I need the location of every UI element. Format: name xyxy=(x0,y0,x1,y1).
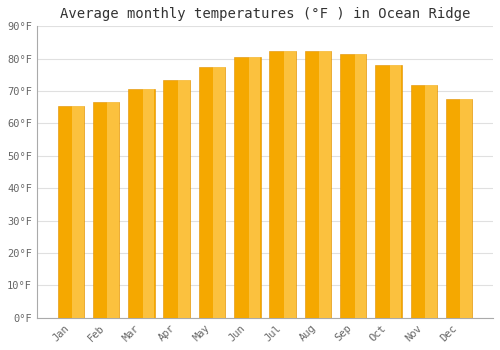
Bar xyxy=(390,65,402,318)
Title: Average monthly temperatures (°F ) in Ocean Ridge: Average monthly temperatures (°F ) in Oc… xyxy=(60,7,470,21)
Bar xyxy=(214,67,225,318)
Bar xyxy=(178,80,190,318)
Bar xyxy=(142,90,154,318)
Bar xyxy=(248,57,260,318)
Bar xyxy=(128,90,154,318)
Bar xyxy=(198,67,225,318)
Bar xyxy=(234,57,260,318)
Bar xyxy=(340,54,366,318)
Bar xyxy=(93,103,120,318)
Bar xyxy=(304,51,331,318)
Bar xyxy=(446,99,472,318)
Bar xyxy=(108,103,119,318)
Bar xyxy=(58,106,84,318)
Bar xyxy=(319,51,331,318)
Bar xyxy=(354,54,366,318)
Bar xyxy=(164,80,190,318)
Bar xyxy=(284,51,296,318)
Bar xyxy=(375,65,402,318)
Bar xyxy=(72,106,84,318)
Bar xyxy=(460,99,472,318)
Bar xyxy=(410,85,437,318)
Bar xyxy=(425,85,437,318)
Bar xyxy=(270,51,296,318)
